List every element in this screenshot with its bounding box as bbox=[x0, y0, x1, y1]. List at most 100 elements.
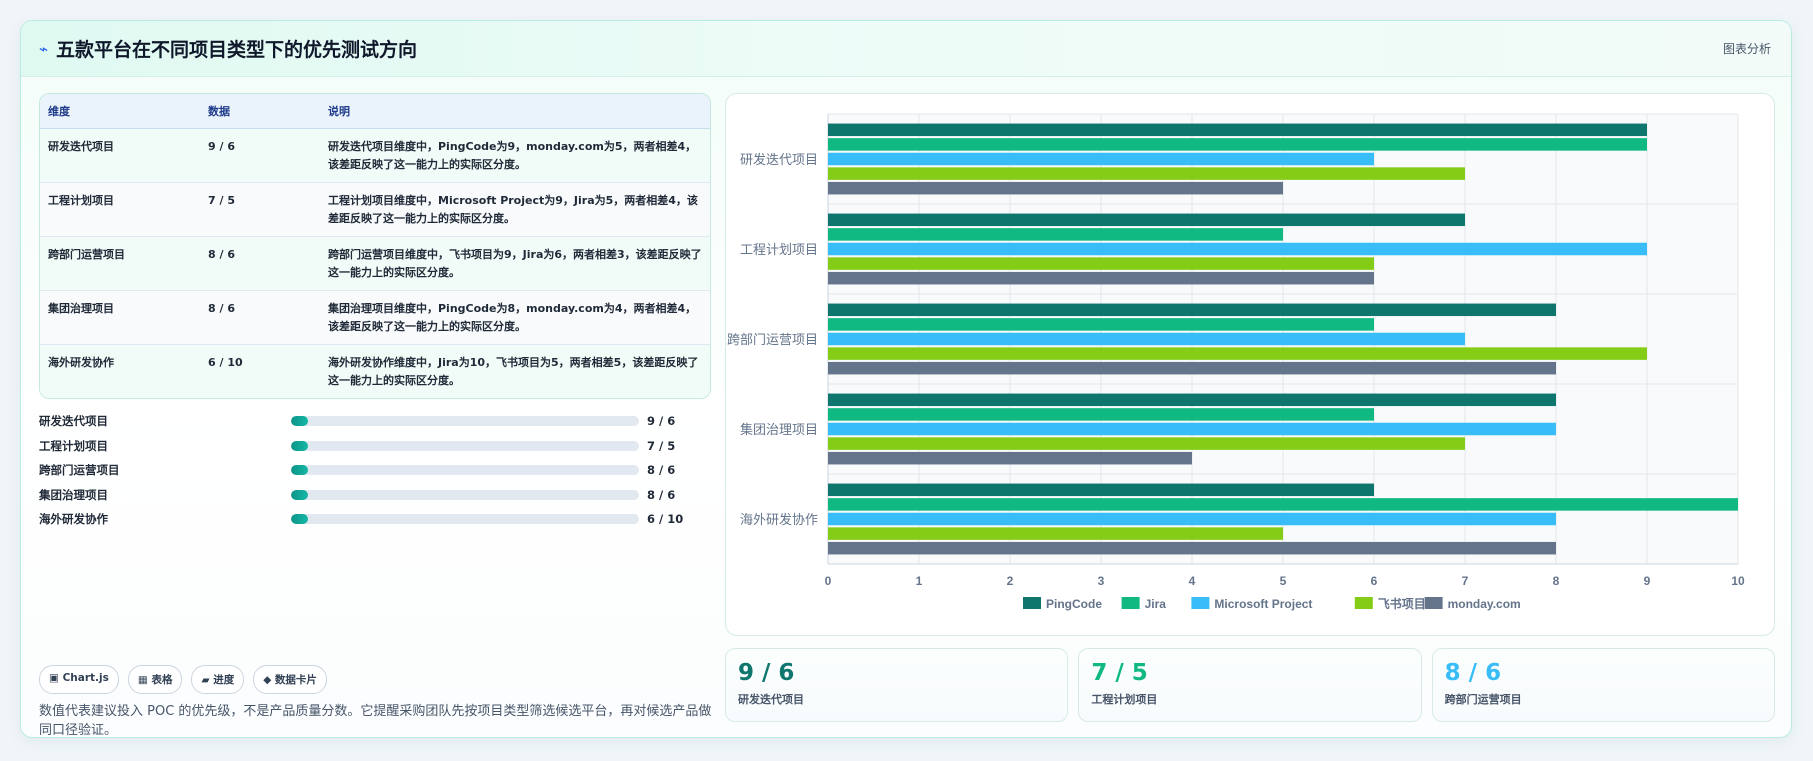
x-tick-label: 2 bbox=[1007, 574, 1014, 588]
bar bbox=[828, 138, 1647, 151]
stat-card: 9 / 6 研发迭代项目 bbox=[725, 648, 1069, 722]
cell-description: 跨部门运营项目维度中，飞书项目为9，Jira为6，两者相差3，该差距反映了这一能… bbox=[320, 236, 710, 291]
stat-card: 7 / 5 工程计划项目 bbox=[1078, 648, 1422, 722]
stat-label: 跨部门运营项目 bbox=[1444, 693, 1522, 706]
footnote: 数值代表建议投入 POC 的优先级，不是产品质量分数。它提醒采购团队先按项目类型… bbox=[39, 704, 712, 738]
cell-dimension: 研发迭代项目 bbox=[40, 128, 200, 183]
progress-row: 工程计划项目 7 / 5 bbox=[39, 434, 711, 459]
cell-dimension: 工程计划项目 bbox=[40, 182, 200, 237]
chip-data-card[interactable]: ◆ 数据卡片 bbox=[253, 665, 327, 694]
cell-data: 7 / 5 bbox=[200, 182, 320, 237]
cell-dimension: 跨部门运营项目 bbox=[40, 236, 200, 291]
bar bbox=[828, 318, 1374, 331]
progress-track bbox=[291, 440, 639, 451]
progress-fill bbox=[291, 440, 309, 451]
stat-value: 9 / 6 bbox=[738, 660, 795, 686]
legend-swatch bbox=[1023, 597, 1041, 609]
stat-value: 8 / 6 bbox=[1444, 660, 1502, 686]
progress-value: 8 / 6 bbox=[647, 487, 676, 502]
stat-label: 研发迭代项目 bbox=[738, 693, 804, 706]
bar bbox=[828, 332, 1465, 346]
x-tick-label: 5 bbox=[1280, 574, 1287, 588]
bar bbox=[828, 228, 1283, 241]
cell-data: 8 / 6 bbox=[200, 290, 320, 345]
x-tick-label: 7 bbox=[1462, 574, 1469, 588]
progress-value: 7 / 5 bbox=[647, 438, 676, 453]
column-header-dimension: 维度 bbox=[40, 94, 200, 129]
table-row: 研发迭代项目 9 / 6 研发迭代项目维度中，PingCode为9，monday… bbox=[40, 128, 710, 183]
left-panel: 维度 数据 说明 研发迭代项目 9 / 6 研发迭代项目维度中，PingCode… bbox=[39, 93, 711, 737]
data-table-wrap: 维度 数据 说明 研发迭代项目 9 / 6 研发迭代项目维度中，PingCode… bbox=[39, 93, 711, 399]
progress-fill bbox=[291, 465, 309, 476]
table-header-row: 维度 数据 说明 bbox=[40, 94, 710, 129]
cell-data: 8 / 6 bbox=[200, 236, 320, 291]
legend-label: 飞书项目 bbox=[1378, 596, 1426, 611]
progress-list: 研发迭代项目 9 / 6 工程计划项目 7 / 5 跨部门运营项目 8 / 6 … bbox=[39, 409, 711, 532]
legend-label: Jira bbox=[1145, 597, 1167, 611]
progress-track bbox=[291, 514, 639, 525]
cell-data: 6 / 10 bbox=[208, 356, 243, 369]
bar bbox=[828, 451, 1192, 465]
legend-swatch bbox=[1121, 597, 1140, 609]
cell-description: 海外研发协作维度中，Jira为10，飞书项目为5，两者相差5，该差距反映了这一能… bbox=[328, 356, 699, 387]
legend-label: PingCode bbox=[1046, 597, 1102, 611]
x-tick-label: 10 bbox=[1731, 574, 1745, 588]
card-header: ⌁ 五款平台在不同项目类型下的优先测试方向 图表分析 bbox=[21, 21, 1791, 77]
bar bbox=[828, 498, 1738, 511]
bar bbox=[828, 437, 1465, 450]
bar bbox=[828, 123, 1647, 137]
cell-description: 集团治理项目维度中，PingCode为8，monday.com为4，两者相差4，… bbox=[320, 290, 710, 345]
progress-label: 研发迭代项目 bbox=[39, 414, 108, 429]
cell-dimension: 集团治理项目 bbox=[40, 290, 200, 345]
bar bbox=[828, 422, 1556, 436]
bar bbox=[828, 512, 1556, 526]
data-table: 维度 数据 说明 研发迭代项目 9 / 6 研发迭代项目维度中，PingCode… bbox=[40, 94, 710, 398]
x-tick-label: 1 bbox=[916, 574, 923, 588]
progress-fill bbox=[291, 489, 309, 500]
bar bbox=[828, 361, 1556, 375]
table-row: 海外研发协作 6 / 10 海外研发协作维度中，Jira为10，飞书项目为5，两… bbox=[40, 344, 710, 398]
chip-progress[interactable]: ▰ 进度 bbox=[191, 665, 245, 694]
table-row: 工程计划项目 7 / 5 工程计划项目维度中，Microsoft Project… bbox=[40, 182, 710, 237]
stat-cards: 9 / 6 研发迭代项目 7 / 5 工程计划项目 8 / 6 跨部门运营项目 bbox=[725, 648, 1775, 722]
stat-value: 7 / 5 bbox=[1091, 660, 1148, 686]
bar bbox=[828, 541, 1556, 555]
table-row: 集团治理项目 8 / 6 集团治理项目维度中，PingCode为8，monday… bbox=[40, 290, 710, 345]
chart-analysis-label: 图表分析 bbox=[1722, 42, 1771, 56]
bar bbox=[828, 303, 1556, 317]
legend-swatch bbox=[1424, 597, 1443, 609]
progress-label: 工程计划项目 bbox=[39, 438, 108, 453]
progress-value: 6 / 10 bbox=[647, 512, 684, 527]
progress-fill bbox=[291, 514, 309, 525]
bar bbox=[828, 152, 1374, 166]
y-tick-label: 集团治理项目 bbox=[740, 422, 818, 437]
legend-swatch bbox=[1191, 597, 1210, 609]
progress-track bbox=[291, 416, 639, 427]
progress-row: 跨部门运营项目 8 / 6 bbox=[39, 458, 711, 483]
y-tick-label: 跨部门运营项目 bbox=[727, 332, 818, 347]
y-tick-label: 研发迭代项目 bbox=[740, 152, 818, 167]
y-tick-label: 工程计划项目 bbox=[740, 242, 818, 257]
bar bbox=[828, 167, 1465, 180]
bar bbox=[828, 393, 1556, 407]
stat-label: 工程计划项目 bbox=[1091, 693, 1158, 706]
page-title: 五款平台在不同项目类型下的优先测试方向 bbox=[56, 39, 418, 61]
x-tick-label: 3 bbox=[1098, 574, 1105, 588]
chart-card: 研发迭代项目 工程计划项目 跨部门运营项目 集团治理项目 海外研发协作 0 1 2 3 4 5 6 7 8… bbox=[725, 93, 1775, 636]
analysis-card: ⌁ 五款平台在不同项目类型下的优先测试方向 图表分析 维度 数据 说明 研发迭代… bbox=[20, 20, 1792, 738]
progress-track bbox=[291, 489, 639, 500]
bar bbox=[828, 213, 1465, 227]
cell-description: 研发迭代项目维度中，PingCode为9，monday.com为5，两者相差4，… bbox=[320, 128, 710, 183]
cell-description: 工程计划项目维度中，Microsoft Project为9，Jira为5，两者相… bbox=[320, 182, 710, 237]
chip-table[interactable]: ▦ 表格 bbox=[127, 665, 183, 694]
legend-label: Microsoft Project bbox=[1214, 597, 1312, 611]
chip-chartjs[interactable]: ▣ Chart.js bbox=[39, 665, 119, 694]
lightning-icon: ⌁ bbox=[39, 39, 49, 58]
cell-dimension: 海外研发协作 bbox=[48, 356, 114, 369]
progress-row: 集团治理项目 8 / 6 bbox=[39, 483, 711, 508]
chip-row: ▣ Chart.js ▦ 表格 ▰ 进度 ◆ 数据卡片 bbox=[39, 665, 327, 694]
progress-value: 8 / 6 bbox=[647, 463, 676, 478]
progress-fill bbox=[291, 416, 309, 427]
bar bbox=[828, 257, 1374, 270]
